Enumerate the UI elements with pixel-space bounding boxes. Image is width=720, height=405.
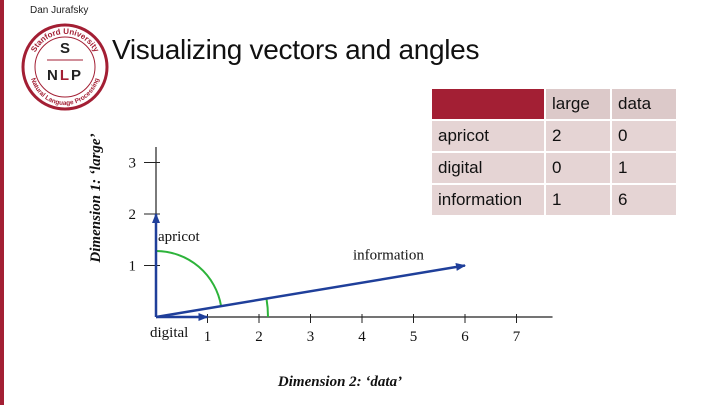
table-row: digital 0 1 xyxy=(431,152,677,184)
y-tick-label: 1 xyxy=(129,259,137,275)
vector-label-apricot: apricot xyxy=(158,229,200,245)
svg-text:NLP: NLP xyxy=(47,67,83,84)
angle-arc-apricot-information xyxy=(155,250,223,307)
angle-arc-information-digital xyxy=(265,298,269,318)
vector-label-information: information xyxy=(353,248,424,264)
vector-plot: 1 2 3 4 5 6 7 1 2 3 Dimension 2: ‘data’ Dimension 1… xyxy=(88,133,553,390)
row-label-information: information xyxy=(431,184,545,216)
x-tick-label: 5 xyxy=(410,329,418,345)
row-label-apricot: apricot xyxy=(431,120,545,152)
table-row: apricot 2 0 xyxy=(431,120,677,152)
logo-letter-p: P xyxy=(71,67,83,84)
x-axis-label: Dimension 2: ‘data’ xyxy=(277,374,402,390)
cell-information-large: 1 xyxy=(545,184,611,216)
left-accent-bar xyxy=(0,0,4,405)
x-tick-label: 7 xyxy=(513,329,521,345)
x-tick-label: 6 xyxy=(461,329,469,345)
x-tick-label: 4 xyxy=(358,329,366,345)
table-corner-cell xyxy=(431,88,545,120)
x-tick-label: 1 xyxy=(204,329,212,345)
author-label: Dan Jurafsky xyxy=(30,5,89,16)
term-dimension-table: large data apricot 2 0 digital 0 1 infor… xyxy=(431,88,677,216)
logo-letter-s: S xyxy=(60,40,70,57)
cell-digital-large: 0 xyxy=(545,152,611,184)
y-axis-label: Dimension 1: ‘large’ xyxy=(88,133,104,263)
y-tick-label: 3 xyxy=(129,156,137,172)
cell-apricot-large: 2 xyxy=(545,120,611,152)
vector-information xyxy=(155,263,466,319)
logo-letter-l: L xyxy=(60,67,71,84)
cell-information-data: 6 xyxy=(611,184,677,216)
x-tick-label: 3 xyxy=(307,329,315,345)
table-header-data: data xyxy=(611,88,677,120)
logo-letter-n: N xyxy=(47,67,60,84)
table-header-row: large data xyxy=(431,88,677,120)
y-tick-label: 2 xyxy=(129,207,137,223)
slide-title: Visualizing vectors and angles xyxy=(112,34,480,65)
cell-digital-data: 1 xyxy=(611,152,677,184)
table-row: information 1 6 xyxy=(431,184,677,216)
stanford-nlp-logo: Stanford University Natural Language Pro… xyxy=(21,23,109,111)
cell-apricot-data: 0 xyxy=(611,120,677,152)
row-label-digital: digital xyxy=(431,152,545,184)
x-tick-label: 2 xyxy=(255,329,263,345)
vector-label-digital: digital xyxy=(150,325,188,341)
table-header-large: large xyxy=(545,88,611,120)
